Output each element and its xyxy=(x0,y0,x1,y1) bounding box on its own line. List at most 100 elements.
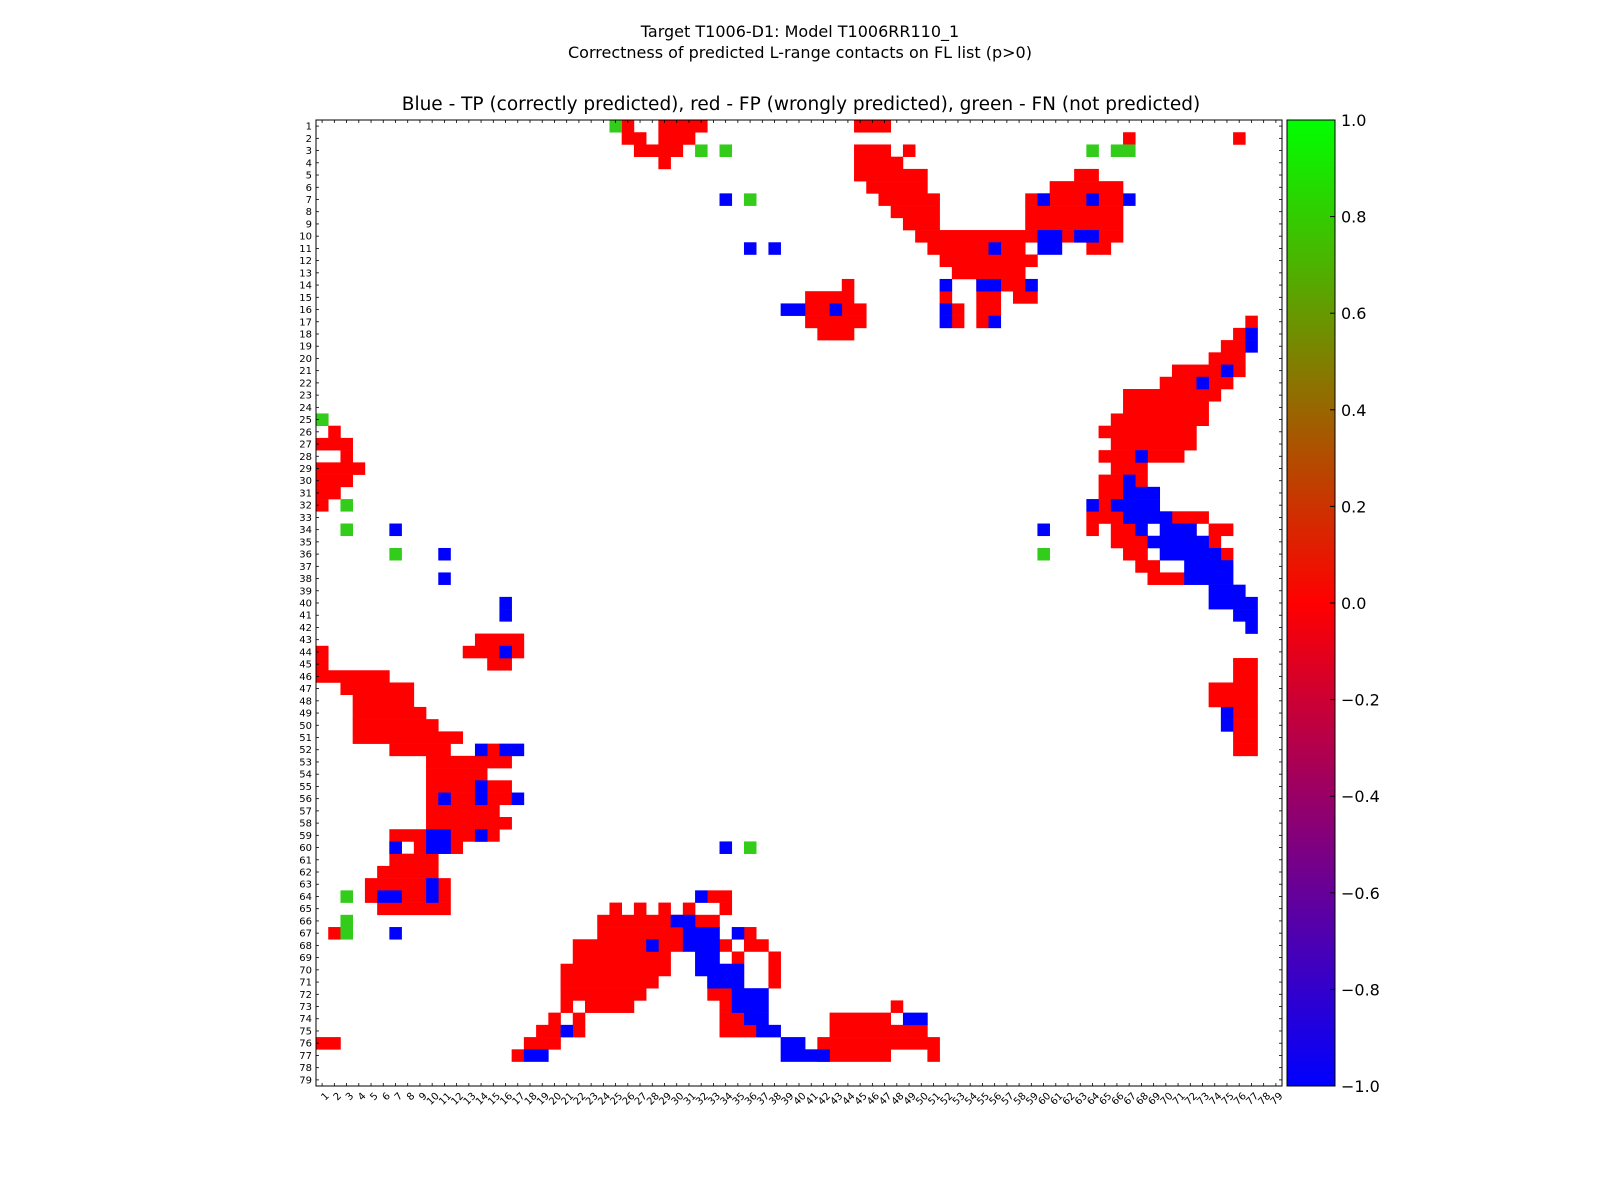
green-contact-cell xyxy=(340,499,353,512)
y-tick-label: 21 xyxy=(299,366,312,377)
red-contact-cell xyxy=(1098,450,1136,463)
red-contact-cell xyxy=(474,633,525,647)
plot-frame xyxy=(315,119,1283,1087)
red-contact-cell xyxy=(487,792,512,806)
blue-contact-cell xyxy=(731,1000,769,1013)
y-tick-label: 69 xyxy=(299,953,312,964)
red-contact-cell xyxy=(560,975,659,989)
red-contact-cell xyxy=(328,927,341,940)
red-contact-cell xyxy=(1025,205,1124,219)
blue-contact-cell xyxy=(438,792,451,806)
red-contact-cell xyxy=(340,682,415,696)
y-tick-label: 60 xyxy=(299,843,312,854)
red-contact-cell xyxy=(1025,217,1124,231)
y-tick-label: 68 xyxy=(299,941,312,952)
red-contact-cell xyxy=(340,450,353,463)
red-contact-cell xyxy=(572,951,671,965)
red-contact-cell xyxy=(866,181,928,194)
green-contact-cell xyxy=(1037,547,1050,561)
y-tick-label: 44 xyxy=(299,647,312,658)
red-contact-cell xyxy=(1220,340,1246,353)
red-contact-cell xyxy=(1233,719,1258,732)
colorbar-tick-label: −0.8 xyxy=(1341,980,1380,999)
chart-subtitle: Correctness of predicted L-range contact… xyxy=(568,43,1032,62)
y-tick-label: 25 xyxy=(299,415,312,426)
x-tick-label: 7 xyxy=(393,1091,405,1103)
y-tick-label: 43 xyxy=(299,635,312,646)
red-contact-cell xyxy=(316,474,353,488)
red-contact-cell xyxy=(487,829,500,842)
blue-contact-cell xyxy=(1245,621,1258,634)
blue-contact-cell xyxy=(1196,535,1209,549)
blue-contact-cell xyxy=(426,890,439,903)
blue-contact-cell xyxy=(1220,719,1234,732)
y-tick-label: 79 xyxy=(299,1075,312,1086)
y-tick-label: 2 xyxy=(306,134,312,145)
colorbar-tick-label: −0.2 xyxy=(1341,691,1380,710)
blue-contact-cell xyxy=(780,1037,806,1050)
y-tick-label: 62 xyxy=(299,868,312,879)
red-contact-cell xyxy=(364,890,378,903)
red-contact-cell xyxy=(536,1024,561,1038)
blue-contact-cell xyxy=(743,1012,769,1026)
red-contact-cell xyxy=(316,486,341,500)
red-contact-cell xyxy=(572,1012,586,1026)
red-contact-cell xyxy=(854,144,892,157)
x-tick-label: 4 xyxy=(356,1091,368,1103)
blue-contact-cell xyxy=(695,963,745,977)
red-contact-cell xyxy=(560,963,671,977)
y-tick-label: 17 xyxy=(299,317,312,328)
x-tick-label: 79 xyxy=(1269,1091,1286,1108)
y-tick-label: 77 xyxy=(299,1051,312,1062)
red-contact-cell xyxy=(597,927,684,940)
red-contact-cell xyxy=(719,902,733,916)
red-contact-cell xyxy=(1123,401,1209,414)
red-contact-cell xyxy=(719,939,733,952)
blue-contact-cell xyxy=(1233,609,1258,622)
y-tick-label: 23 xyxy=(299,391,312,402)
blue-contact-cell xyxy=(560,1024,574,1038)
blue-contact-cell xyxy=(1025,278,1038,292)
red-contact-cell xyxy=(316,437,341,451)
green-contact-cell xyxy=(340,890,353,903)
y-tick-label: 71 xyxy=(299,978,312,989)
red-contact-cell xyxy=(878,193,940,206)
blue-contact-cell xyxy=(1110,499,1161,512)
blue-contact-cell xyxy=(1123,474,1136,488)
blue-contact-cell xyxy=(1208,584,1246,598)
blue-contact-cell xyxy=(426,878,439,891)
red-contact-cell xyxy=(621,132,647,145)
y-tick-label: 61 xyxy=(299,855,312,866)
blue-contact-cell xyxy=(499,645,512,659)
y-tick-label: 64 xyxy=(299,892,312,903)
colorbar-tick-label: 0.4 xyxy=(1341,401,1366,420)
blue-contact-cell xyxy=(389,927,402,940)
red-contact-cell xyxy=(1233,731,1258,744)
red-contact-cell xyxy=(707,890,733,903)
y-tick-label: 46 xyxy=(299,672,312,683)
y-tick-label: 42 xyxy=(299,623,312,634)
red-contact-cell xyxy=(389,743,451,757)
blue-contact-cell xyxy=(1245,327,1258,341)
blue-contact-cell xyxy=(695,890,708,903)
green-contact-cell xyxy=(1086,144,1099,157)
blue-contact-cell xyxy=(829,303,843,316)
red-contact-cell xyxy=(511,1049,525,1062)
blue-contact-cell xyxy=(707,975,745,989)
blue-contact-cell xyxy=(1184,572,1234,585)
red-contact-cell xyxy=(902,217,940,231)
blue-contact-cell xyxy=(902,1012,928,1026)
y-tick-label: 78 xyxy=(299,1063,312,1074)
red-contact-cell xyxy=(352,719,439,732)
red-contact-cell xyxy=(1086,242,1112,255)
blue-contact-cell xyxy=(1159,523,1197,537)
y-tick-label: 15 xyxy=(299,293,312,304)
blue-contact-cell xyxy=(426,829,451,842)
red-contact-cell xyxy=(316,645,329,659)
red-contact-cell xyxy=(1208,535,1222,549)
red-contact-cell xyxy=(426,768,488,781)
blue-contact-cell xyxy=(474,743,488,757)
x-tick-label: 2 xyxy=(332,1091,344,1103)
green-contact-cell xyxy=(340,523,353,537)
